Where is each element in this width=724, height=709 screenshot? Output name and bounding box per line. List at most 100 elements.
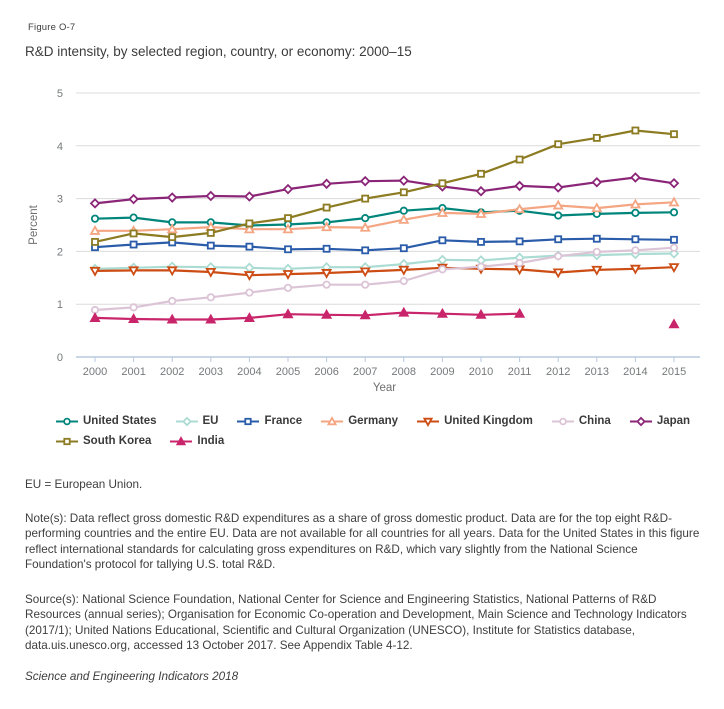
data-point xyxy=(631,235,640,244)
x-tick-label: 2009 xyxy=(430,366,454,378)
data-point xyxy=(591,202,603,213)
data-point xyxy=(129,213,138,222)
data-point xyxy=(166,266,178,277)
y-tick-label: 4 xyxy=(57,141,63,153)
series-line xyxy=(93,129,676,243)
legend-label: France xyxy=(264,415,303,427)
data-point xyxy=(552,199,564,210)
data-point xyxy=(205,190,217,202)
data-point xyxy=(668,263,680,274)
legend-row: South Korea India xyxy=(56,431,706,451)
series-line xyxy=(93,207,676,227)
data-point xyxy=(89,266,101,277)
x-tick-label: 2004 xyxy=(237,366,261,378)
x-tick-label: 2010 xyxy=(469,366,493,378)
x-tick-label: 2000 xyxy=(83,366,107,378)
data-point xyxy=(629,198,641,209)
data-point xyxy=(129,303,138,312)
eu-legend-marker-icon xyxy=(175,416,198,426)
data-point xyxy=(670,235,678,244)
data-point xyxy=(399,244,408,253)
legend-row: United States EU France Germany United Kingd… xyxy=(56,411,706,431)
legend-label: United Kingdom xyxy=(444,415,533,427)
legend-marker-glyph xyxy=(635,416,646,426)
x-tick-label: 2005 xyxy=(276,366,300,378)
data-point xyxy=(282,183,294,195)
data-point xyxy=(630,172,641,183)
data-point xyxy=(91,237,99,246)
data-point xyxy=(631,246,640,255)
legend-marker-glyph xyxy=(181,416,192,426)
data-point xyxy=(514,203,526,214)
series-south-korea xyxy=(91,126,678,246)
x-tick-label: 2006 xyxy=(314,366,338,378)
china-legend-marker-icon xyxy=(551,417,574,425)
data-point xyxy=(515,237,524,246)
data-point xyxy=(437,254,448,266)
legend-label: EU xyxy=(202,415,219,427)
data-point xyxy=(282,308,294,319)
data-point xyxy=(514,307,526,318)
legend-marker-glyph xyxy=(559,417,567,425)
figure-footnotes: EU = European Union. Note(s): Data refle… xyxy=(25,477,705,684)
series-china xyxy=(90,243,679,315)
series-line xyxy=(93,246,676,312)
y-tick-label: 2 xyxy=(57,246,63,258)
legend-item-china: China xyxy=(551,415,611,427)
series-india xyxy=(89,306,680,329)
data-point xyxy=(477,237,485,246)
data-point xyxy=(398,306,410,317)
data-point xyxy=(322,244,331,253)
data-point xyxy=(205,313,217,324)
series-united-kingdom xyxy=(89,263,680,281)
figure-title: R&D intensity, by selected region, count… xyxy=(25,44,412,59)
data-point xyxy=(438,265,447,274)
data-point xyxy=(166,192,178,203)
x-tick-label: 2011 xyxy=(508,366,532,378)
data-point xyxy=(554,140,563,149)
x-tick-label: 2012 xyxy=(546,366,570,378)
series-line xyxy=(93,237,676,252)
data-point xyxy=(166,223,178,234)
legend-item-south-korea: South Korea xyxy=(56,435,151,447)
y-tick-label: 0 xyxy=(57,352,63,364)
legend-label: Germany xyxy=(348,415,399,427)
data-point xyxy=(361,194,370,203)
data-point xyxy=(514,180,525,192)
south-korea-legend-marker-icon xyxy=(56,437,78,445)
data-point xyxy=(399,276,408,286)
data-point xyxy=(436,307,448,318)
data-point xyxy=(361,280,370,289)
france-legend-marker-icon xyxy=(237,417,260,425)
data-point xyxy=(668,178,680,189)
data-point xyxy=(284,214,292,223)
data-point xyxy=(475,208,487,218)
series-line xyxy=(93,176,676,205)
legend-marker-glyph xyxy=(63,437,71,445)
data-point xyxy=(552,182,564,193)
data-point xyxy=(245,288,254,297)
y-tick-label: 3 xyxy=(57,194,63,206)
x-axis-title: Year xyxy=(373,382,396,394)
data-point xyxy=(359,267,371,278)
data-point xyxy=(168,296,177,306)
legend-marker-glyph xyxy=(176,435,187,445)
data-point xyxy=(631,208,640,217)
data-point xyxy=(206,229,215,237)
data-point xyxy=(322,203,331,212)
data-point xyxy=(668,248,680,259)
data-point xyxy=(243,223,255,234)
germany-legend-marker-icon xyxy=(321,415,344,425)
data-point xyxy=(321,269,333,279)
legend-label: India xyxy=(197,435,225,447)
data-point xyxy=(128,193,139,205)
japan-legend-marker-icon xyxy=(629,416,652,426)
data-point xyxy=(359,309,371,320)
data-point xyxy=(631,126,640,135)
x-tick-label: 2008 xyxy=(392,366,416,378)
data-point xyxy=(244,262,255,274)
data-point xyxy=(592,133,601,142)
data-point xyxy=(128,266,140,277)
data-point xyxy=(398,213,410,224)
data-point xyxy=(436,207,448,217)
